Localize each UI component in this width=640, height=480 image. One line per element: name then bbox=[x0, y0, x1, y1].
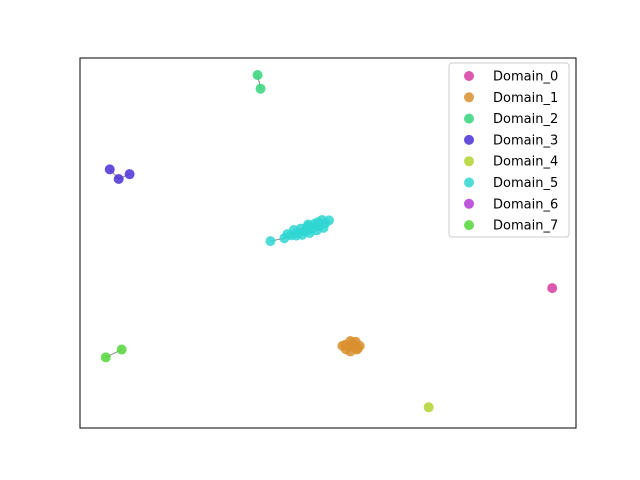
legend-entries: Domain_0 Domain_1 Domain_2 Domain_3 Domain_4… bbox=[464, 70, 558, 234]
legend-entry-domain-1: Domain_1 bbox=[464, 91, 558, 106]
legend-label-domain-3: Domain_3 bbox=[493, 133, 558, 148]
domain-3-point bbox=[104, 164, 115, 175]
legend-marker-domain-4 bbox=[464, 156, 474, 167]
legend-marker-domain-6 bbox=[464, 198, 474, 209]
legend-entry-domain-6: Domain_6 bbox=[464, 197, 558, 212]
domain-7-point bbox=[100, 352, 111, 363]
legend-label-domain-5: Domain_5 bbox=[493, 176, 558, 191]
plot-area-frame bbox=[79, 57, 577, 429]
domain-1-point bbox=[337, 340, 348, 351]
legend-marker-domain-1 bbox=[464, 92, 474, 103]
legend-label-domain-0: Domain_0 bbox=[493, 70, 558, 85]
points-layer bbox=[100, 70, 558, 413]
legend-entry-domain-4: Domain_4 bbox=[464, 155, 558, 170]
domain-3-point bbox=[124, 169, 135, 180]
legend-marker-domain-0 bbox=[464, 71, 474, 81]
legend-label-domain-2: Domain_2 bbox=[493, 112, 558, 127]
legend: Domain_0 Domain_1 Domain_2 Domain_3 Domain_4… bbox=[448, 62, 570, 238]
legend-entry-domain-3: Domain_3 bbox=[464, 133, 558, 148]
domain-2-point bbox=[252, 70, 263, 81]
domain-5-point bbox=[282, 229, 293, 240]
legend-entry-domain-5: Domain_5 bbox=[464, 176, 558, 191]
legend-entry-domain-7: Domain_7 bbox=[464, 219, 558, 234]
legend-marker-domain-5 bbox=[464, 177, 474, 188]
legend-label-domain-4: Domain_4 bbox=[493, 155, 558, 170]
domain-2-point bbox=[255, 83, 266, 94]
domain-5-point bbox=[265, 236, 276, 247]
legend-marker-domain-7 bbox=[464, 220, 474, 231]
domain-1-point bbox=[347, 337, 358, 348]
legend-label-domain-7: Domain_7 bbox=[493, 219, 558, 234]
domain-0-point bbox=[547, 283, 558, 294]
legend-marker-domain-3 bbox=[464, 134, 474, 145]
legend-entry-domain-2: Domain_2 bbox=[464, 112, 558, 127]
domain-5-point bbox=[303, 219, 314, 230]
legend-box bbox=[448, 62, 570, 238]
legend-label-domain-6: Domain_6 bbox=[493, 197, 558, 212]
domain-5-point bbox=[313, 217, 324, 228]
domain-7-point bbox=[116, 344, 127, 355]
domain-3-point bbox=[113, 173, 124, 184]
domain-5-point bbox=[291, 230, 302, 241]
legend-label-domain-1: Domain_1 bbox=[493, 91, 558, 106]
legend-marker-domain-2 bbox=[464, 113, 474, 124]
legend-entry-domain-0: Domain_0 bbox=[464, 70, 558, 85]
domain-4-point bbox=[423, 402, 434, 413]
